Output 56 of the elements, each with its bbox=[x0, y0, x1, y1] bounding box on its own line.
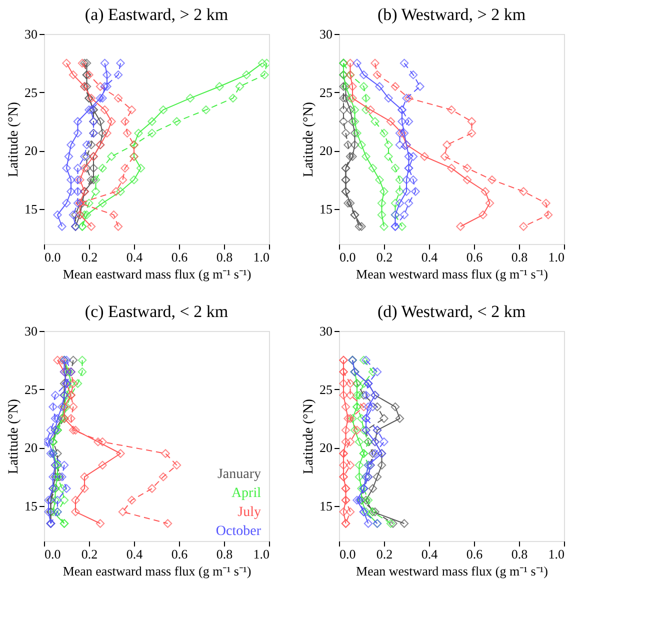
y-tick-label: 20 bbox=[320, 143, 332, 158]
y-tick-label: 25 bbox=[24, 382, 38, 397]
x-axis-title: Mean westward mass flux (g m⁻¹ s⁻¹) bbox=[356, 564, 548, 578]
x-tick-label: 1.0 bbox=[548, 546, 564, 562]
y-tick-label: 15 bbox=[24, 202, 38, 216]
y-tick-label: 30 bbox=[24, 324, 38, 338]
x-axis-title: Mean eastward mass flux (g m⁻¹ s⁻¹) bbox=[62, 266, 252, 282]
chart-title: (a) Eastward, > 2 km bbox=[84, 5, 228, 24]
x-tick-label: 1.0 bbox=[253, 250, 270, 264]
y-tick-label: 15 bbox=[320, 498, 332, 514]
chart-title: (b) Westward, > 2 km bbox=[377, 5, 526, 24]
x-tick-label: 0.2 bbox=[81, 250, 98, 264]
x-axis-title: Mean eastward mass flux (g m⁻¹ s⁻¹) bbox=[62, 564, 252, 578]
x-tick-label: 0.4 bbox=[126, 546, 144, 562]
x-tick-label: 0.8 bbox=[216, 546, 233, 562]
x-tick-label: 0.0 bbox=[340, 250, 356, 264]
x-tick-label: 0.6 bbox=[171, 250, 188, 264]
x-tick-label: 0.0 bbox=[340, 546, 356, 562]
x-tick-label: 0.0 bbox=[44, 546, 61, 562]
y-tick-label: 30 bbox=[320, 26, 332, 42]
y-tick-label: 20 bbox=[24, 440, 38, 456]
chart-title: (d) Westward, < 2 km bbox=[377, 302, 526, 321]
y-tick-label: 15 bbox=[320, 202, 332, 216]
x-tick-label: 1.0 bbox=[548, 250, 564, 264]
x-tick-label: 0.8 bbox=[511, 546, 528, 562]
y-axis-title: Latitude (°N) bbox=[302, 102, 316, 178]
x-tick-label: 0.2 bbox=[81, 546, 98, 562]
y-tick-label: 30 bbox=[24, 26, 38, 42]
x-tick-label: 1.0 bbox=[253, 546, 270, 562]
x-tick-label: 0.8 bbox=[511, 250, 528, 264]
y-tick-label: 15 bbox=[24, 498, 38, 514]
x-axis-title: Mean westward mass flux (g m⁻¹ s⁻¹) bbox=[356, 266, 548, 282]
text: April bbox=[231, 486, 262, 501]
text: January bbox=[217, 467, 261, 482]
y-axis-title: Latitude (°N) bbox=[6, 102, 22, 178]
x-tick-label: 0.4 bbox=[421, 250, 438, 264]
y-tick-label: 25 bbox=[24, 84, 38, 100]
y-axis-title: Latitude (°N) bbox=[6, 398, 22, 474]
x-tick-label: 0.6 bbox=[466, 250, 484, 264]
x-tick-label: 0.2 bbox=[376, 546, 393, 562]
x-tick-label: 0.2 bbox=[376, 250, 393, 264]
chart-title: (c) Eastward, < 2 km bbox=[84, 302, 228, 321]
x-tick-label: 0.6 bbox=[171, 546, 188, 562]
x-tick-label: 0.0 bbox=[44, 250, 61, 264]
y-tick-label: 30 bbox=[320, 324, 332, 338]
y-tick-label: 25 bbox=[320, 84, 332, 100]
x-tick-label: 0.8 bbox=[216, 250, 233, 264]
y-tick-label: 25 bbox=[320, 382, 332, 397]
text: July bbox=[238, 505, 261, 520]
y-tick-label: 20 bbox=[24, 143, 38, 158]
text: October bbox=[216, 524, 262, 539]
y-axis-title: Latitude (°N) bbox=[302, 398, 316, 474]
x-tick-label: 0.6 bbox=[466, 546, 484, 562]
x-tick-label: 0.4 bbox=[421, 546, 438, 562]
y-tick-label: 20 bbox=[320, 440, 332, 456]
x-tick-label: 0.4 bbox=[126, 250, 144, 264]
